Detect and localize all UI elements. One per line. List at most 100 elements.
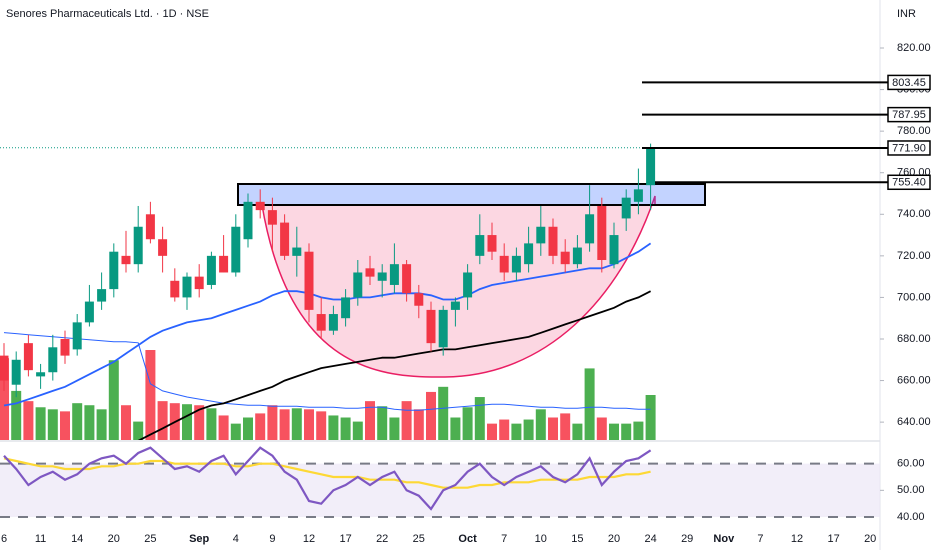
x-tick-label: 25 [144, 533, 156, 545]
volume-bar [596, 417, 607, 440]
candle-body [158, 239, 168, 256]
candle-body [499, 255, 509, 273]
candle-body [23, 343, 33, 371]
candle-body [194, 276, 204, 290]
x-tick-label: Sep [189, 533, 209, 545]
volume-bar [352, 421, 363, 440]
volume-bar [255, 413, 266, 440]
price-level-box [887, 74, 931, 91]
x-tick-label: 6 [1, 533, 7, 545]
volume-bar [340, 417, 351, 440]
y-tick-label: 740.00 [897, 208, 931, 220]
candle-body [560, 251, 570, 265]
candle-body [0, 355, 9, 381]
x-tick-label: 20 [864, 533, 876, 545]
candle-body [463, 272, 473, 298]
volume-bar [108, 360, 119, 440]
x-tick-label: 22 [376, 533, 388, 545]
y-tick-label: 820.00 [897, 42, 931, 54]
x-tick-label: Oct [458, 533, 477, 545]
x-tick-label: 7 [501, 533, 507, 545]
candle-body [292, 247, 302, 256]
candle-body [97, 289, 107, 302]
y-tick-label: 680.00 [897, 333, 931, 345]
candle-body [402, 264, 412, 294]
candle-body [109, 251, 119, 290]
volume-bar [572, 423, 583, 440]
volume-bar [157, 401, 168, 440]
y-tick-label: 660.00 [897, 374, 931, 386]
x-tick-label: 10 [535, 533, 547, 545]
price-level-label: 803.45 [892, 77, 926, 89]
price-level-box [887, 174, 931, 191]
volume-bar [645, 395, 656, 440]
candle-body [182, 276, 192, 298]
volume-bar [23, 401, 34, 440]
candle-body [255, 201, 265, 211]
candle-body [341, 297, 351, 319]
volume-bar [377, 406, 388, 440]
moving-average-line [3, 242, 652, 407]
volume-bar [450, 417, 461, 440]
candle-body [426, 309, 436, 344]
candle-body [609, 235, 619, 265]
price-level-label: 755.40 [892, 177, 926, 189]
candle-body [328, 314, 338, 331]
volume-bar [182, 404, 192, 440]
volume-bar [523, 419, 534, 440]
volume-bar [438, 386, 449, 440]
candle-body [219, 255, 229, 273]
candle-body [536, 226, 546, 244]
volume-bar [499, 419, 510, 440]
volume-bar [291, 408, 302, 440]
candle-body [597, 205, 607, 261]
candle-body [450, 301, 460, 310]
volume-bar [206, 408, 217, 440]
candle-body [389, 264, 399, 285]
volume-bar [72, 403, 83, 440]
x-tick-label: 25 [413, 533, 425, 545]
volume-ma-line [3, 332, 651, 411]
candle-body [475, 235, 485, 256]
volume-bar [96, 409, 107, 440]
volume-bar [304, 409, 314, 440]
volume-bar [535, 409, 546, 440]
candle-body [548, 226, 558, 256]
x-tick-label: 9 [269, 533, 275, 545]
candle-body [304, 251, 314, 310]
volume-bar [462, 407, 473, 440]
volume-bar [560, 413, 571, 440]
volume-bar [218, 415, 229, 440]
price-level-label: 771.90 [892, 142, 926, 154]
candle-body [377, 272, 387, 281]
volume-bar [35, 407, 46, 440]
candle-body [72, 322, 82, 350]
resistance-zone [237, 183, 706, 206]
x-tick-label: 20 [608, 533, 620, 545]
candle-body [36, 372, 46, 377]
x-tick-label: 29 [681, 533, 693, 545]
x-tick-label: 12 [303, 533, 315, 545]
volume-bar [11, 390, 22, 440]
candle-body [48, 347, 58, 373]
volume-bar [194, 405, 205, 440]
volume-bar [145, 350, 156, 440]
candle-body [60, 338, 70, 356]
y-tick-label: 700.00 [897, 291, 931, 303]
rsi-tick-label: 60.00 [897, 458, 925, 470]
candle-body [121, 255, 131, 265]
volume-bar [426, 391, 436, 440]
x-tick-label: 12 [791, 533, 803, 545]
candle-body [267, 210, 277, 225]
candle-body [170, 280, 180, 298]
rsi-band [0, 463, 880, 517]
y-tick-label: 780.00 [897, 125, 931, 137]
candle-body [11, 359, 21, 385]
x-tick-label: 11 [35, 533, 46, 545]
moving-average-line [137, 290, 652, 440]
volume-bar [0, 358, 9, 440]
candle-body [438, 309, 448, 348]
candle-body [487, 235, 497, 252]
